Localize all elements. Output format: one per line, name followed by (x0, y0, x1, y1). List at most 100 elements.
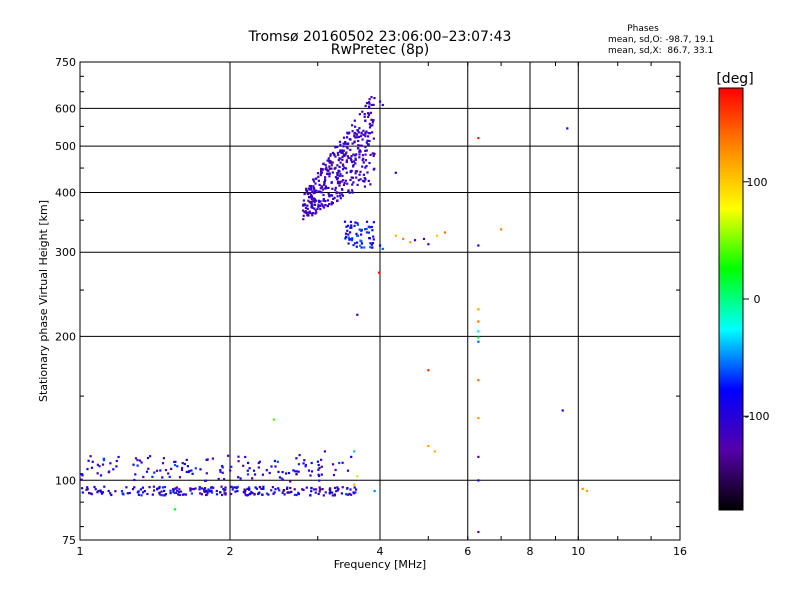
echo-point (224, 486, 227, 489)
echo-point (272, 492, 275, 495)
echo-point (178, 476, 182, 479)
echo-point (359, 150, 362, 153)
echo-point (164, 469, 168, 472)
echo-point (328, 160, 331, 163)
echo-point (355, 176, 358, 179)
echo-point (339, 173, 342, 176)
echo-point (351, 191, 354, 194)
echo-point (289, 486, 292, 490)
echo-point (349, 148, 352, 151)
echo-point (324, 491, 327, 494)
echo-point (173, 464, 177, 467)
echo-point (345, 145, 348, 149)
echo-point (370, 243, 373, 246)
echo-point (237, 460, 240, 463)
echo-point (313, 187, 316, 191)
echo-point (379, 244, 382, 247)
echo-point (354, 154, 357, 157)
echo-point (231, 486, 235, 489)
echo-point (354, 158, 357, 161)
echo-point (370, 96, 373, 99)
echo-point (339, 150, 342, 153)
echo-point (323, 182, 326, 185)
echo-point (281, 478, 285, 481)
echo-point (158, 487, 161, 490)
echo-point (205, 493, 208, 497)
echo-point (356, 313, 359, 316)
echo-point (372, 154, 375, 157)
y-tick-label: 750 (55, 56, 76, 69)
echo-point (343, 220, 347, 223)
echo-point (281, 491, 284, 494)
echo-point (244, 455, 247, 459)
echo-point (321, 186, 324, 189)
echo-point (304, 206, 308, 209)
echo-point (350, 224, 353, 227)
echo-point (334, 189, 337, 192)
echo-point (369, 183, 372, 186)
echo-point (90, 493, 93, 496)
echo-point (354, 221, 357, 224)
echo-point (278, 489, 281, 492)
echo-point (177, 493, 180, 496)
echo-point (365, 149, 368, 152)
echo-point (477, 530, 480, 534)
echo-point (363, 113, 366, 116)
echo-point (344, 179, 347, 182)
echo-point (206, 492, 209, 495)
echo-point (367, 135, 370, 138)
echo-point (354, 170, 357, 173)
echo-point (133, 486, 136, 489)
echo-point (168, 475, 171, 478)
echo-point (253, 493, 256, 496)
echo-point (321, 205, 324, 208)
echo-point (188, 469, 191, 473)
echo-point (369, 246, 372, 249)
echo-point (158, 493, 161, 496)
echo-point (314, 182, 317, 185)
echo-point (370, 103, 373, 107)
echo-point (317, 468, 320, 471)
echo-point (261, 493, 264, 496)
echo-point (317, 463, 320, 467)
echo-point (206, 458, 209, 461)
echo-point (86, 488, 89, 491)
echo-point (341, 188, 344, 191)
echo-point (373, 489, 376, 493)
echo-point (103, 485, 106, 488)
echo-point (305, 189, 308, 192)
x-tick-label: 8 (527, 545, 534, 558)
echo-point (317, 205, 320, 208)
echo-point (354, 172, 357, 175)
echo-point (310, 200, 313, 203)
echo-point (355, 133, 358, 136)
echo-point (345, 171, 348, 174)
echo-point (305, 486, 308, 489)
echo-point (341, 158, 344, 161)
echo-point (372, 103, 375, 106)
echo-point (311, 190, 314, 193)
echo-point (303, 459, 306, 462)
echo-point (341, 168, 345, 171)
echo-point (96, 491, 99, 494)
echo-point (221, 466, 224, 469)
echo-point (342, 145, 345, 148)
echo-point (394, 234, 397, 237)
echo-point (320, 203, 323, 206)
echo-point (329, 487, 332, 490)
echo-point (191, 472, 194, 475)
echo-point (190, 492, 193, 495)
echo-point (350, 176, 353, 179)
echo-point (198, 485, 201, 489)
echo-point (330, 161, 333, 164)
y-tick-label: 100 (55, 474, 76, 487)
echo-point (324, 200, 327, 203)
echo-point (364, 135, 367, 138)
echo-point (340, 151, 343, 154)
echo-point (360, 242, 364, 245)
echo-point (324, 168, 327, 171)
echo-point (90, 466, 94, 469)
echo-point (305, 191, 308, 194)
echo-point (219, 470, 222, 473)
echo-point (310, 487, 313, 490)
